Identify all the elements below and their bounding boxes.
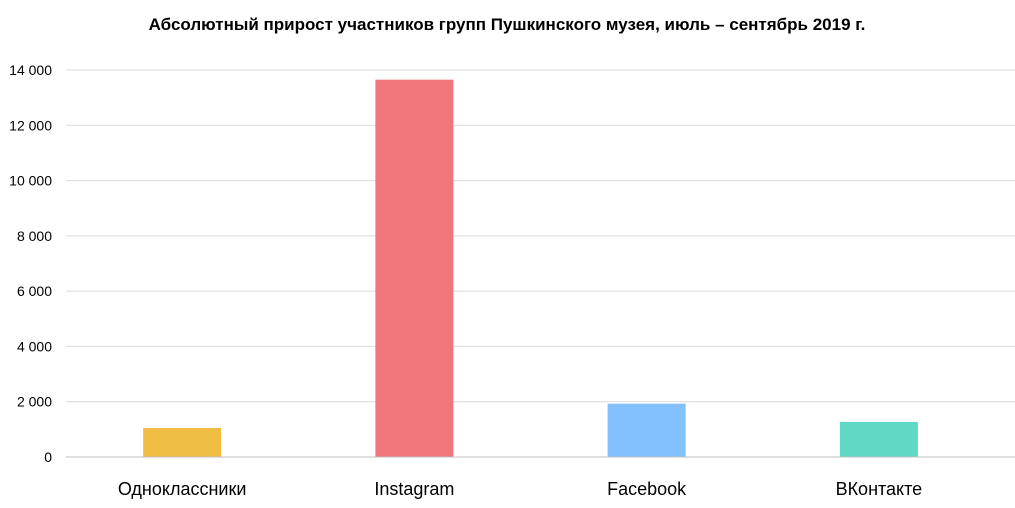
x-category-label: Facebook: [607, 479, 687, 499]
y-tick-label: 0: [44, 449, 52, 465]
y-axis-ticks: 0 2 000 4 000 6 000 8 000 10 000 12 000 14 000: [9, 62, 52, 465]
y-tick-label: 4 000: [17, 338, 52, 354]
gridlines: [66, 69, 1015, 403]
bar-4: [839, 421, 918, 457]
bar-1: [143, 427, 222, 457]
y-tick-label: 8 000: [17, 228, 52, 244]
x-category-label: ВКонтакте: [836, 479, 923, 499]
chart-title: Абсолютный прирост участников групп Пушк…: [149, 15, 866, 34]
y-tick-label: 6 000: [17, 283, 52, 299]
bar-3: [607, 403, 686, 457]
y-tick-label: 10 000: [9, 173, 52, 189]
x-axis-labels: Одноклассники Instagram Facebook ВКонтакте: [118, 479, 922, 499]
y-tick-label: 12 000: [9, 117, 52, 133]
bar-2: [375, 79, 454, 458]
y-tick-label: 2 000: [17, 394, 52, 410]
x-category-label: Instagram: [374, 479, 454, 499]
bars: [143, 79, 918, 458]
y-tick-label: 14 000: [9, 62, 52, 78]
x-category-label: Одноклассники: [118, 479, 247, 499]
